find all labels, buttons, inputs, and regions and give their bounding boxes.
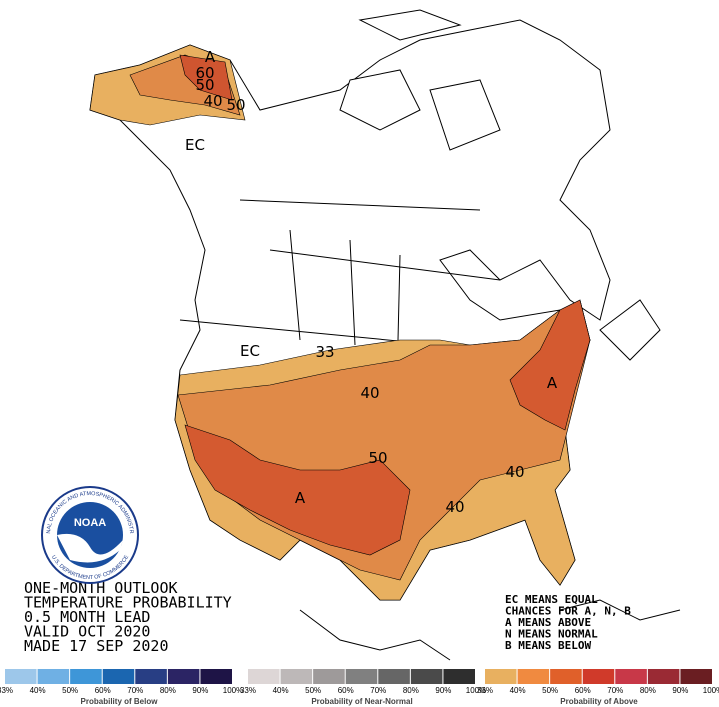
key-line: N MEANS NORMAL [505, 628, 598, 641]
legend-label: 33% [240, 686, 256, 695]
legend-label: 60% [575, 686, 591, 695]
legend-label: 50% [305, 686, 321, 695]
map-label: 40 [360, 384, 379, 402]
legend-label: 80% [640, 686, 656, 695]
legend-label: 80% [160, 686, 176, 695]
legend-swatch [582, 669, 615, 684]
title-line: MADE 17 SEP 2020 [24, 637, 169, 655]
legend-label: 50% [62, 686, 78, 695]
title-line: 0.5 MONTH LEAD [24, 608, 150, 626]
map-label: A [547, 374, 558, 392]
legend-label: 40% [273, 686, 289, 695]
legend-label: 100% [223, 686, 243, 695]
logo-bird [57, 533, 123, 563]
legend-label: 80% [403, 686, 419, 695]
legend-label: 40% [510, 686, 526, 695]
legend-swatch [200, 669, 232, 684]
legend-swatch [378, 669, 410, 684]
legend-caption: Probability of Near-Normal [311, 697, 412, 706]
key-line: B MEANS BELOW [505, 639, 591, 652]
legend-label: 100% [466, 686, 486, 695]
legend-swatch [37, 669, 70, 684]
legend-swatch [410, 669, 443, 684]
title-line: VALID OCT 2020 [24, 623, 150, 641]
map-label: 33 [315, 343, 334, 361]
legend-swatch [313, 669, 345, 684]
map-label: 40 [505, 463, 524, 481]
map-label: A [205, 48, 216, 66]
legend-label: 70% [607, 686, 623, 695]
legend-label: 90% [672, 686, 688, 695]
legend-label: 50% [542, 686, 558, 695]
legend-label: 33% [0, 686, 13, 695]
legend-label: 90% [192, 686, 208, 695]
legend-swatch [517, 669, 550, 684]
legend-swatch [102, 669, 135, 684]
legend-label: 90% [435, 686, 451, 695]
legend-swatch [345, 669, 378, 684]
legend-label: 60% [95, 686, 111, 695]
legend-label: 40% [30, 686, 46, 695]
legend: 33% 40% 50% 60% 70% 80% 90% 100% Probability of … [0, 669, 719, 706]
map-label: A [295, 489, 306, 507]
legend-swatch [680, 669, 712, 684]
legend-swatch [615, 669, 647, 684]
legend-swatch [248, 669, 280, 684]
map-label: 40 [203, 92, 222, 110]
legend-swatch [443, 669, 475, 684]
legend-swatch [70, 669, 102, 684]
key-line: A MEANS ABOVE [505, 616, 591, 629]
map-label: 40 [445, 498, 464, 516]
key-line: CHANCES FOR A, N, B [505, 605, 631, 618]
legend-label: 100% [703, 686, 719, 695]
map-label: 60 [195, 64, 214, 82]
noaa-logo: NOAA NATIONAL OCEANIC AND ATMOSPHERIC AD… [41, 486, 139, 584]
legend-swatch [647, 669, 680, 684]
legend-label: 60% [338, 686, 354, 695]
legend-caption: Probability of Above [560, 697, 638, 706]
legend-swatch [485, 669, 517, 684]
legend-swatch [167, 669, 200, 684]
legend-swatch [5, 669, 37, 684]
legend-swatch [550, 669, 582, 684]
map-label: 50 [226, 96, 245, 114]
map-label: 50 [195, 76, 214, 94]
legend-label: 33% [477, 686, 493, 695]
legend-caption: Probability of Below [81, 697, 159, 706]
key-line: EC MEANS EQUAL [505, 593, 598, 606]
title-line: ONE-MONTH OUTLOOK [24, 579, 178, 597]
legend-swatch [280, 669, 313, 684]
legend-label: 70% [370, 686, 386, 695]
legend-swatch [135, 669, 167, 684]
legend-label: 70% [127, 686, 143, 695]
probability-areas [89, 44, 591, 601]
map-label: 50 [368, 449, 387, 467]
title-line: TEMPERATURE PROBABILITY [24, 594, 232, 612]
map-label: EC [185, 136, 205, 154]
logo-name: NOAA [74, 517, 106, 529]
map-label: EC [240, 342, 260, 360]
